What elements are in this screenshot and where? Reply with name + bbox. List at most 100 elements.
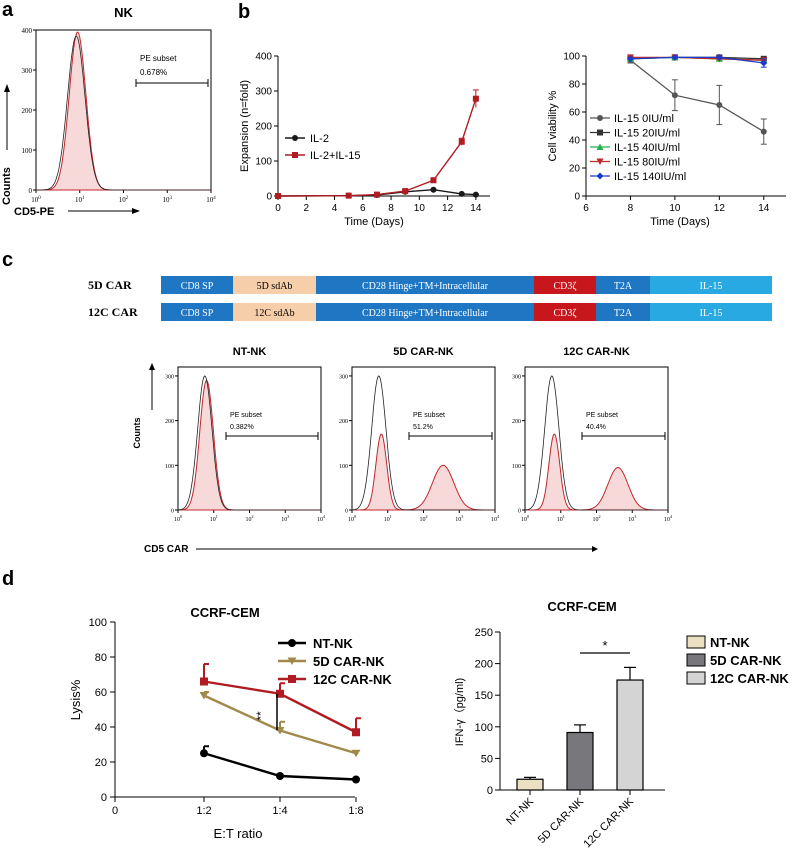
- b2-ytick-label: 0: [574, 192, 580, 203]
- d1-ytick-label: 60: [95, 687, 107, 699]
- panel-c-histogram-control: [351, 375, 495, 511]
- panel-a-histogram-control: [36, 35, 211, 191]
- construct-segment-label: IL-15: [700, 281, 723, 292]
- b1-xtick-label: 6: [360, 203, 366, 214]
- panel-letter-c: c: [2, 249, 13, 271]
- b1-legend-label: IL-2+IL-15: [310, 150, 360, 162]
- panel-c-xtick-label: 104: [317, 514, 326, 523]
- panel-c-xtick-label: 102: [592, 514, 600, 523]
- b2-legend-marker: [596, 172, 604, 180]
- construct-segment: [233, 303, 316, 321]
- panel-c-histogram-fill: [525, 433, 668, 511]
- b1-point: [458, 190, 465, 197]
- panel-c-y-arrowhead: [149, 363, 155, 370]
- panel-a-ytick-label: 100: [22, 147, 33, 155]
- construct-segment: [316, 276, 534, 294]
- panel-letter-d: d: [2, 568, 14, 590]
- construct-segment: [233, 276, 316, 294]
- d1-point: [200, 749, 208, 758]
- panel-c-title: NT-NK: [233, 346, 267, 358]
- b1-point: [430, 186, 437, 193]
- panel-c-xtick-label: 100: [174, 514, 182, 523]
- d1-xtick-label: 0: [112, 805, 118, 817]
- panel-c-xtick-label: 100: [348, 514, 356, 523]
- b2-ytick-label: 60: [569, 108, 581, 119]
- b2-point: [626, 55, 634, 63]
- b2-series-line: [630, 56, 764, 61]
- b1-legend-marker: [292, 152, 298, 158]
- b2-legend-label: IL-15 0IU/ml: [614, 113, 674, 125]
- d1-ytick-label: 20: [95, 757, 107, 769]
- construct-segment-label: IL-15: [700, 308, 723, 319]
- panel-a-ytick-label: 300: [22, 67, 33, 75]
- construct-segment: [534, 303, 596, 321]
- construct-name: 5D CAR: [88, 278, 132, 292]
- panel-a-ytick-label: 200: [22, 107, 33, 115]
- panel-c-ytick-label: 0: [518, 509, 521, 515]
- d1-xtick-label: 1:8: [348, 805, 363, 817]
- d1-legend-label: 12C CAR-NK: [313, 672, 392, 687]
- panel-c-ytick-label: 200: [339, 419, 348, 425]
- d1-point: [199, 692, 209, 700]
- construct-segment-label: T2A: [614, 308, 633, 319]
- d1-ytick-label: 100: [89, 617, 107, 629]
- panel-c-ytick-label: 100: [165, 464, 174, 470]
- panel-c-xtick-label: 101: [210, 514, 218, 523]
- b1-xtick-label: 12: [442, 203, 454, 214]
- b1-legend-marker: [292, 135, 298, 141]
- panel-c-gate-value: 40.4%: [586, 424, 606, 431]
- b2-xtick-label: 6: [583, 203, 589, 214]
- b2-legend-label: IL-15 20IU/ml: [614, 128, 680, 140]
- b2-xtick-label: 8: [628, 203, 634, 214]
- b1-legend-label: IL-2: [310, 133, 329, 145]
- construct-segment-label: CD8 SP: [181, 308, 214, 319]
- b2-xtick-label: 14: [758, 203, 770, 214]
- b2-xtick-label: 12: [714, 203, 726, 214]
- construct-segment-label: CD8 SP: [181, 281, 214, 292]
- d1-significance: **: [254, 711, 268, 721]
- b2-legend-marker: [596, 158, 604, 165]
- panel-c-gate-label: PE subset: [413, 412, 445, 419]
- b2-legend-marker: [597, 115, 603, 121]
- b1-ylabel: Expansion (n=fold): [239, 80, 251, 172]
- b2-legend-label: IL-15 40IU/ml: [614, 142, 680, 154]
- b1-point: [402, 188, 409, 195]
- construct-segment: [650, 276, 772, 294]
- b2-point: [671, 92, 678, 99]
- b1-ytick-label: 0: [266, 192, 272, 203]
- panel-c-ytick-label: 200: [165, 419, 174, 425]
- b2-point: [671, 53, 679, 61]
- panel-c-xtick-label: 101: [557, 514, 565, 523]
- d2-ytick-label: 50: [481, 753, 493, 765]
- d1-ytick-label: 0: [101, 792, 107, 804]
- panel-c-xtick-label: 103: [281, 514, 289, 523]
- d2-bar: [566, 731, 594, 791]
- d2-legend-swatch: [686, 653, 706, 667]
- b1-point: [430, 177, 437, 184]
- construct-segment-label: CD28 Hinge+TM+Intracellular: [362, 281, 489, 292]
- d1-ytick-label: 80: [95, 652, 107, 664]
- b2-ylabel: Cell viability %: [547, 90, 559, 161]
- panel-c-xtick-label: 103: [628, 514, 636, 523]
- d1-point: [276, 772, 284, 780]
- panel-c-xtick-label: 102: [245, 514, 253, 523]
- panel-c-x-arrowhead: [592, 546, 598, 552]
- panel-c-xlabel: CD5 CAR: [144, 544, 189, 555]
- d2-xtick-label: NT-NK: [504, 795, 536, 827]
- panel-c-ytick-label: 0: [171, 509, 174, 515]
- panel-a-title: NK: [114, 5, 133, 20]
- b1-xlabel: Time (Days): [344, 216, 403, 228]
- panel-c-ytick-label: 0: [345, 509, 348, 515]
- panel-a-y-arrowhead: [4, 84, 10, 92]
- panel-c-xtick-label: 104: [664, 514, 673, 523]
- b2-xlabel: Time (Days): [650, 216, 709, 228]
- panel-c-histogram-control: [524, 375, 668, 511]
- b2-series-line: [630, 56, 764, 64]
- d1-legend-marker: [288, 639, 296, 647]
- b1-point: [345, 192, 352, 199]
- d1-xtick-label: 1:2: [196, 805, 211, 817]
- panel-a-xtick-label: 102: [119, 196, 129, 204]
- b1-ytick-label: 300: [255, 87, 272, 98]
- b2-ytick-label: 20: [569, 164, 581, 175]
